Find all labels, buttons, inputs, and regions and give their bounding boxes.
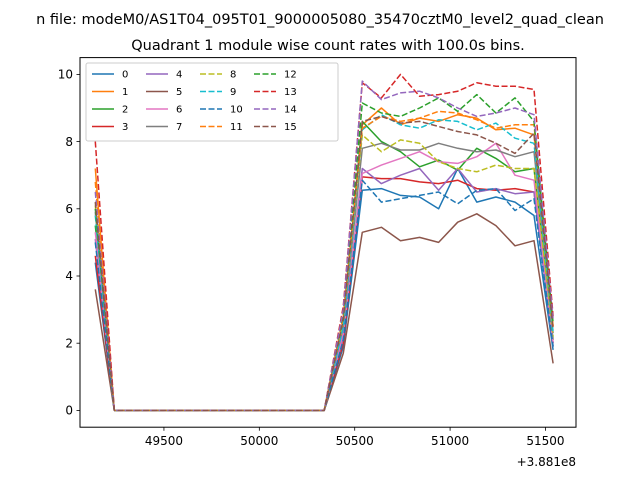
series-line-5 xyxy=(94,213,554,412)
chart-title: Quadrant 1 module wise count rates with … xyxy=(131,38,525,54)
series-line-7 xyxy=(94,142,554,412)
legend-label-14: 14 xyxy=(284,105,297,116)
series-line-9 xyxy=(94,113,554,412)
x-tick-label: 51500 xyxy=(526,434,564,448)
legend-label-9: 9 xyxy=(230,87,236,98)
legend-label-11: 11 xyxy=(230,122,243,133)
x-tick-label: 50500 xyxy=(336,434,374,448)
series-line-4 xyxy=(94,167,554,412)
legend-label-0: 0 xyxy=(122,70,128,81)
legend-label-7: 7 xyxy=(176,122,182,133)
series-line-0 xyxy=(94,167,554,412)
series-line-11 xyxy=(94,110,554,412)
legend-label-13: 13 xyxy=(284,87,297,98)
y-tick-label: 4 xyxy=(65,269,73,283)
x-tick-label: 49500 xyxy=(145,434,183,448)
legend-box xyxy=(85,62,339,142)
x-tick-label: 51000 xyxy=(431,434,469,448)
y-tick-label: 10 xyxy=(58,68,73,82)
legend-label-12: 12 xyxy=(284,70,297,81)
legend-label-3: 3 xyxy=(122,122,128,133)
legend-label-10: 10 xyxy=(230,105,243,116)
y-tick-label: 8 xyxy=(65,135,73,149)
legend-label-2: 2 xyxy=(122,105,128,116)
y-tick-label: 2 xyxy=(65,336,73,350)
series-line-10 xyxy=(94,179,554,412)
y-tick-label: 0 xyxy=(65,404,73,418)
series-line-6 xyxy=(94,142,554,412)
y-tick-label: 6 xyxy=(65,202,73,216)
figure-suptitle: n file: modeM0/AS1T04_095T01_9000005080_… xyxy=(36,12,604,28)
legend-label-6: 6 xyxy=(176,105,182,116)
series-line-8 xyxy=(94,134,554,412)
legend-label-5: 5 xyxy=(176,87,182,98)
axes-frame xyxy=(79,57,577,428)
series-line-12 xyxy=(94,93,554,412)
x-tick-label: 50000 xyxy=(240,434,278,448)
legend-label-8: 8 xyxy=(230,70,236,81)
series-line-1 xyxy=(94,107,554,412)
series-line-15 xyxy=(94,115,554,412)
series-line-3 xyxy=(94,176,554,412)
plot-area xyxy=(94,73,554,412)
legend-label-4: 4 xyxy=(176,70,182,81)
x-offset-label: +3.881e8 xyxy=(517,455,576,469)
series-line-2 xyxy=(94,120,554,412)
legend-label-1: 1 xyxy=(122,87,128,98)
x-axis: 49500 50000 50500 51000 51500 xyxy=(145,427,565,448)
legend-label-15: 15 xyxy=(284,122,297,133)
y-axis: 0 2 4 6 8 10 xyxy=(58,68,80,418)
